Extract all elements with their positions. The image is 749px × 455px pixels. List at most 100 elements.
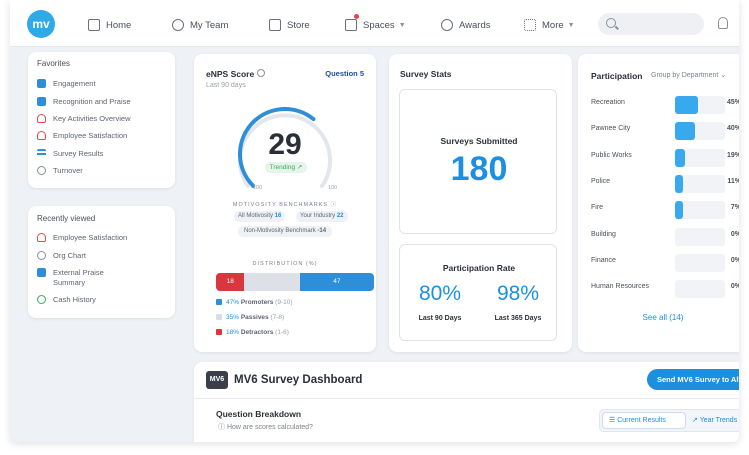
see-all-link[interactable]: See all (14) [642,313,684,322]
favorite-item[interactable]: Employee Satisfaction [37,131,127,141]
recent-card: Recently viewed Employee Satisfaction Or… [28,206,175,318]
participation-rate-box: Participation Rate 80% Last 90 Days 98% … [399,244,557,341]
activities-icon [37,114,46,123]
nav-home[interactable]: Home [88,16,131,34]
enps-card: eNPS Score Question 5 Last 90 days 29 Tr… [194,54,376,352]
question-breakdown-title: Question Breakdown [216,409,302,419]
bell-icon[interactable] [718,17,728,29]
recent-item[interactable]: Employee Satisfaction [37,233,127,243]
participation-row: Building 0% [591,227,739,246]
search-input[interactable] [598,13,704,35]
tab-year-trends[interactable]: ↗ Year Trends [692,417,738,424]
mv6-logo: MV6 [206,371,228,389]
nav-store[interactable]: Store [269,16,310,34]
submitted-box: Surveys Submitted 180 [399,89,557,234]
praise-icon [37,268,46,277]
department-name: Pawnee City [591,125,631,133]
recent-item[interactable]: Cash History [37,295,96,305]
survey-stats-title: Survey Stats [400,69,452,79]
participation-bar-fill [675,122,695,141]
favorite-item[interactable]: Turnover [37,166,83,176]
promoters-segment: 47 [299,273,374,291]
nav-spaces[interactable]: Spaces ▼ [345,16,406,34]
participation-card: Participation Group by Department ⌄ Recr… [578,54,739,352]
award-icon [441,19,453,31]
rate-365-label: Last 365 Days [494,315,542,322]
bench-industry: Your Industry 22 [296,211,348,222]
send-survey-button[interactable]: Send MV6 Survey to All [647,369,739,390]
trend-badge: Trending ↗ [265,162,307,173]
participation-title: Participation [591,71,643,81]
participation-bar-track [675,280,725,299]
participation-bar-track [675,174,725,193]
favorite-item[interactable]: Key Activities Overview [37,114,131,124]
satisfaction-icon [37,233,46,242]
participation-bar-fill [675,174,683,193]
info-icon[interactable] [257,69,265,77]
department-name: Building [591,230,616,238]
top-nav: mv Home My Team Store Spaces ▼ Awards Mo… [10,0,739,47]
spaces-icon [345,19,357,31]
chevron-down-icon: ▼ [567,21,575,29]
recent-title: Recently viewed [37,214,96,223]
notification-dot [354,14,359,19]
chevron-down-icon: ⌄ [720,72,727,79]
store-icon [269,19,281,31]
logo[interactable]: mv [27,10,55,38]
participation-row: Fire 7% [591,201,739,220]
participation-bar-track [675,227,725,246]
info-icon: ⓘ [218,424,225,431]
department-name: Fire [591,204,604,212]
participation-bar-track [675,253,725,272]
recent-item[interactable]: Org Chart [37,251,86,261]
list-icon: ☰ [609,417,616,424]
trend-up-icon: ↗ [296,164,303,171]
favorite-item[interactable]: Survey Results [37,149,103,159]
question-link[interactable]: Question 5 [325,69,364,78]
turnover-icon [37,166,46,175]
gauge-fill [238,107,316,188]
nav-awards[interactable]: Awards [441,16,491,34]
legend-item: 47% Promoters (9-10) [216,299,293,306]
org-chart-icon [37,251,46,260]
participation-percent: 7% [730,204,739,212]
bench-non: Non-Motivosity Benchmark -14 [238,226,333,237]
enps-gauge [238,107,332,188]
search-icon [606,18,616,28]
detractors-segment: 18 [216,273,245,291]
praise-icon [37,97,46,106]
engagement-icon [37,79,46,88]
favorite-item[interactable]: Engagement [37,79,96,89]
info-icon: ⓘ [330,202,338,208]
group-by-select[interactable]: Group by Department ⌄ [651,72,727,79]
participation-percent: 11% [727,177,739,185]
participation-row: Human Resources 0% [591,280,739,299]
enps-score: 29 [268,128,302,161]
distribution-title: DISTRIBUTION (%) [252,261,318,267]
department-name: Recreation [591,99,625,106]
recent-item[interactable]: External Praise Summary [37,268,104,288]
participation-row: Recreation 45% [591,96,739,114]
legend-item: 35% Passives (7-8) [216,314,284,321]
favorite-item[interactable]: Recognition and Praise [37,97,131,107]
cash-icon [37,295,46,304]
satisfaction-icon [37,131,46,140]
gauge-max: 100 [328,185,338,191]
how-calculated-link[interactable]: ⓘ How are scores calculated? [218,424,313,431]
participation-percent: 0% [730,256,739,264]
participation-bar-track [675,201,725,220]
department-name: Finance [591,256,616,264]
legend-swatch [216,329,222,335]
participation-percent: 19% [726,151,739,159]
participation-percent: 40% [726,125,739,133]
participation-row: Finance 0% [591,253,739,272]
tab-current-results[interactable]: ☰ Current Results [602,412,686,429]
enps-period: Last 90 days [206,82,246,89]
nav-more[interactable]: More ▼ [524,16,575,34]
grid-icon [524,19,536,31]
rate-90-label: Last 90 Days [418,315,462,322]
chart-icon: ↗ [692,417,698,424]
distribution-bar: 18 47 [216,273,374,291]
dashboard-title: MV6 Survey Dashboard [234,374,363,386]
nav-my-team[interactable]: My Team [172,16,228,34]
